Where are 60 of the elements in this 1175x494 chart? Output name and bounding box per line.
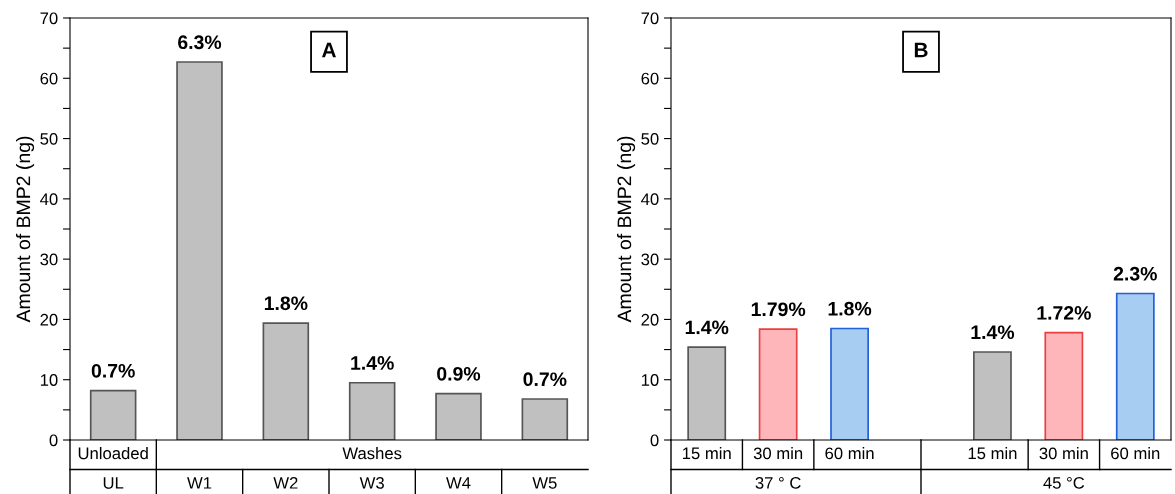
text: Washes	[342, 447, 402, 460]
y-tick-label: 40	[641, 193, 659, 206]
annotation: 2.3%	[1113, 266, 1157, 281]
y-tick-label: 0	[49, 434, 58, 447]
x-tick-label: W4	[446, 477, 471, 489]
annotation: 1.4%	[351, 356, 394, 370]
bar	[435, 392, 482, 440]
y-tick-label: 0	[650, 434, 659, 447]
x-tick-label: UL	[103, 477, 124, 489]
annotation: 6.3%	[178, 35, 222, 50]
y-tick-label: 40	[40, 193, 58, 206]
bar	[1044, 331, 1084, 440]
annotation: 1.4%	[685, 320, 729, 335]
y-tick-label: 20	[641, 313, 659, 326]
y-tick-label: 70	[40, 12, 58, 25]
annotation: 0.7%	[523, 372, 567, 387]
annotation: 1.8%	[828, 301, 872, 316]
y-tick-label: 20	[40, 313, 58, 326]
y-tick-label: 30	[641, 253, 659, 266]
y-tick-label: 50	[40, 132, 58, 145]
x-tick-label: 30 min	[1039, 447, 1088, 460]
x-tick-label: W1	[187, 477, 212, 489]
x-tick-label: 15 min	[682, 447, 731, 460]
x-tick-label: W5	[532, 477, 557, 489]
annotation: 1.79%	[751, 302, 806, 317]
annotation: 0.9%	[437, 366, 481, 381]
x-tick-label: 60 min	[825, 447, 874, 460]
y-tick-label: 30	[40, 253, 58, 266]
text: B	[914, 42, 928, 58]
x-tick-label: 30 min	[753, 447, 803, 460]
x-tick-label: W3	[359, 476, 384, 489]
x-tick-label: W2	[273, 476, 298, 489]
y-tick-label: 70	[641, 12, 659, 25]
text: 45 °C	[1043, 476, 1085, 489]
text: 37 ° C	[755, 476, 801, 489]
bar	[89, 389, 137, 440]
y-tick-label: 10	[641, 374, 659, 386]
bar	[687, 346, 727, 440]
y-axis-title: Amount of BMP2 (ng)	[15, 136, 35, 323]
annotation: 0.7%	[91, 363, 135, 378]
y-tick-label: 10	[40, 374, 58, 386]
y-tick-label: 60	[641, 72, 659, 85]
y-axis-title: Amount of BMP2 (ng)	[616, 136, 636, 323]
annotation: 1.8%	[264, 296, 308, 311]
y-tick-label: 60	[40, 72, 58, 85]
bar	[830, 327, 869, 440]
x-tick-label: 60 min	[1111, 447, 1160, 460]
text: Unloaded	[78, 447, 148, 460]
bar	[176, 61, 223, 440]
bar	[262, 322, 310, 440]
bar	[1115, 292, 1155, 440]
text: A	[321, 42, 336, 58]
bar	[973, 351, 1012, 440]
bar	[521, 398, 569, 440]
x-tick-label: 15 min	[968, 447, 1017, 460]
y-tick-label: 50	[641, 132, 659, 145]
bar	[348, 381, 396, 440]
bar	[758, 328, 798, 440]
annotation: 1.72%	[1037, 306, 1091, 320]
annotation: 1.4%	[971, 325, 1015, 340]
